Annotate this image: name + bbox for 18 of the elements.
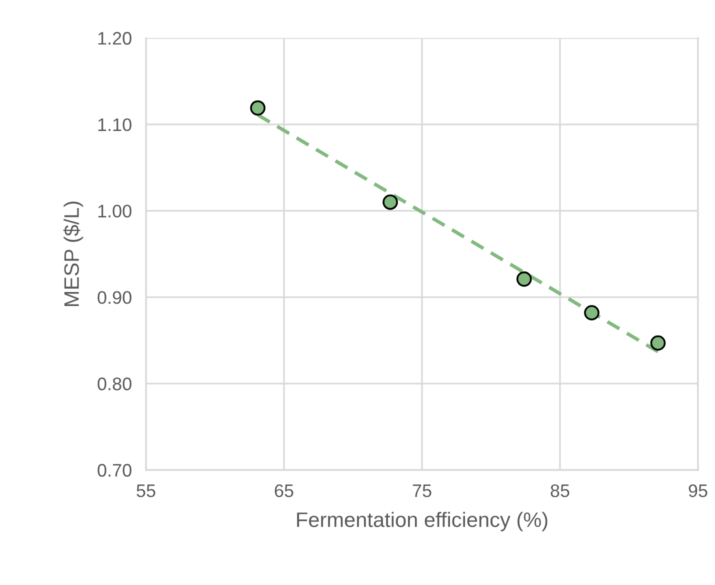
x-tick-label: 65	[274, 484, 294, 498]
x-tick-label: 75	[412, 484, 432, 498]
y-tick-label: 0.70	[98, 464, 132, 477]
y-tick-label: 1.10	[98, 118, 132, 132]
x-axis-title: Fermentation efficiency (%)	[297, 512, 548, 532]
x-tick-label: 85	[550, 484, 570, 498]
point	[650, 335, 666, 351]
point	[516, 271, 532, 287]
point	[250, 100, 266, 116]
x-tick-label: 55	[136, 484, 156, 498]
y-tick-label: 1.00	[98, 204, 132, 218]
y-tick-label: 0.90	[98, 291, 132, 304]
point	[382, 194, 398, 210]
point	[584, 305, 600, 320]
y-tick-label: 1.20	[98, 32, 132, 45]
y-axis-title: MESP ($/L)	[63, 202, 84, 306]
y-tick-label: 0.80	[98, 378, 132, 390]
x-tick-label: 95	[688, 484, 708, 498]
